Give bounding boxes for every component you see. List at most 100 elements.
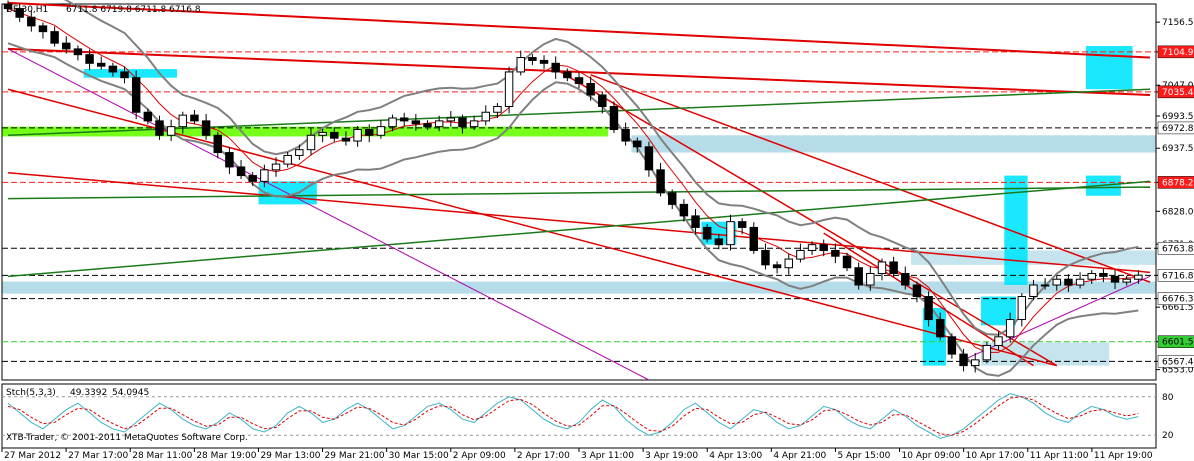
candle-body xyxy=(714,238,724,246)
candle-body xyxy=(15,8,24,18)
candle-body xyxy=(248,175,257,182)
candle xyxy=(1122,275,1131,286)
candle-body xyxy=(842,255,852,269)
candle-body xyxy=(96,62,106,67)
candle xyxy=(563,68,572,82)
candle-body xyxy=(399,117,409,122)
candle xyxy=(120,66,129,84)
candle-body xyxy=(574,77,584,84)
candle-body xyxy=(213,134,222,154)
zone-cyan-7 xyxy=(1085,46,1133,90)
price-label-box xyxy=(1157,45,1194,59)
resistance-line-4 xyxy=(7,88,1057,367)
candle xyxy=(831,243,840,264)
price-label-box xyxy=(1157,355,1194,368)
price-label-box xyxy=(1157,269,1194,282)
candle xyxy=(73,45,83,61)
resistance-line-6 xyxy=(590,74,1151,283)
candle-body xyxy=(1134,274,1143,280)
price-axis: 7156.57104.97047.07035.46993.56972.86937… xyxy=(1156,18,1194,376)
candle-body xyxy=(283,154,292,165)
candle xyxy=(994,331,1003,351)
candle-body xyxy=(726,221,735,246)
candle-body xyxy=(166,126,176,136)
candle-body xyxy=(609,105,619,131)
time-tick-label: 3 Apr 19:00 xyxy=(645,451,698,461)
candle-body xyxy=(190,114,199,122)
candle-body xyxy=(1029,284,1038,298)
stochastic-main-line xyxy=(7,393,1139,439)
candle xyxy=(621,122,630,146)
candle xyxy=(411,113,421,131)
time-tick-label: 29 Mar 13:00 xyxy=(260,451,320,461)
candle xyxy=(27,10,36,32)
candle-body xyxy=(912,284,922,298)
candle-body xyxy=(772,264,782,269)
candle xyxy=(737,218,747,235)
candle-body xyxy=(959,353,968,367)
price-label-text: 6716.8 xyxy=(1162,271,1194,281)
candle-body xyxy=(598,94,607,107)
price-tick-label: 6937.5 xyxy=(1162,144,1194,154)
candle-body xyxy=(551,62,560,73)
candle xyxy=(516,50,525,76)
time-tick-label: 29 Mar 21:00 xyxy=(325,451,385,461)
candle xyxy=(225,147,234,174)
candle xyxy=(877,258,887,281)
candle-body xyxy=(644,146,654,171)
candle xyxy=(667,189,677,209)
candle xyxy=(807,241,817,256)
candle xyxy=(143,108,153,125)
candle xyxy=(108,62,118,77)
candle-body xyxy=(784,258,793,269)
candle xyxy=(38,22,48,39)
candle-body xyxy=(201,120,211,136)
price-tick-label: 6661.5 xyxy=(1162,303,1194,313)
price-tick-label: 7156.5 xyxy=(1162,18,1194,28)
candle-body xyxy=(831,249,840,257)
price-label-text: 7035.4 xyxy=(1162,88,1194,98)
time-tick-label: 10 Apr 09:00 xyxy=(902,451,961,461)
zone-blue-upper xyxy=(631,135,1156,153)
candle xyxy=(131,70,141,120)
candle xyxy=(295,144,304,161)
candle xyxy=(318,128,327,143)
candle-body xyxy=(271,163,281,171)
symbol-header: DE.30,H1 xyxy=(6,5,48,15)
candle xyxy=(166,119,176,142)
candle-body xyxy=(178,114,188,128)
candle xyxy=(598,91,607,114)
candle-body xyxy=(516,57,525,73)
candle xyxy=(784,253,793,275)
stochastic-level-label: 80 xyxy=(1162,393,1174,403)
candle xyxy=(772,261,782,274)
zones-layer xyxy=(2,46,1156,366)
grid-layer xyxy=(1,3,1157,449)
candle xyxy=(714,233,724,250)
time-tick-label: 5 Apr 15:00 xyxy=(837,451,890,461)
copyright-text: XTB-Trader, © 2001-2011 MetaQuotes Softw… xyxy=(6,433,248,443)
candle-body xyxy=(458,117,467,128)
candle xyxy=(842,252,852,272)
resistance-line-1 xyxy=(7,1,1151,59)
main-frame xyxy=(1,3,1157,381)
candle xyxy=(50,26,59,47)
candle-body xyxy=(73,48,83,56)
candle-body xyxy=(924,296,933,321)
candle-body xyxy=(318,131,327,136)
candle-body xyxy=(131,77,141,113)
candle-body xyxy=(3,3,13,10)
candle-body xyxy=(877,261,887,274)
candle-body xyxy=(854,267,863,286)
candle xyxy=(1087,270,1096,284)
candle-body xyxy=(260,169,269,182)
time-tick-label: 27 Mar 17:00 xyxy=(68,451,128,461)
price-label-text: 6567.4 xyxy=(1162,357,1194,367)
candle-body xyxy=(50,31,59,44)
candle xyxy=(493,103,502,119)
candle-body xyxy=(1017,296,1027,321)
candle-body xyxy=(761,249,770,266)
candle xyxy=(761,243,770,270)
